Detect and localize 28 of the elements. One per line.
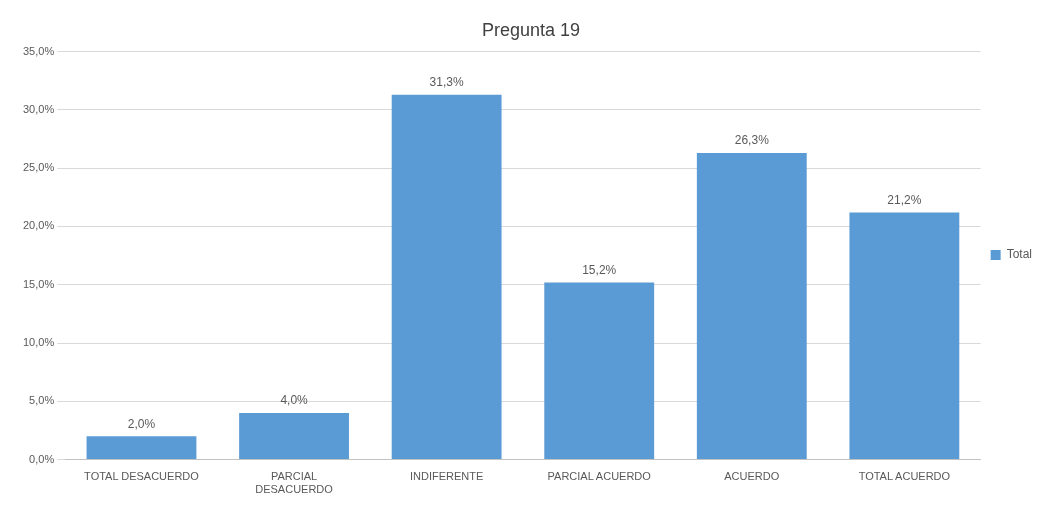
y-tick-label: 15,0% [22, 277, 55, 290]
bar [849, 212, 960, 460]
y-tick-label: 30,0% [22, 102, 55, 115]
bar [86, 436, 197, 460]
data-label: 4,0% [280, 393, 309, 408]
data-label: 15,2% [582, 262, 617, 277]
x-tick-label: ACUERDO [724, 470, 780, 483]
legend-label: Total [1006, 247, 1033, 262]
data-label: 21,2% [887, 192, 922, 207]
y-tick-label: 20,0% [22, 219, 55, 232]
x-tick-label: TOTAL ACUERDO [858, 470, 951, 483]
x-tick-label: PARCIAL ACUERDO [547, 470, 652, 483]
data-label: 26,3% [734, 133, 770, 148]
y-tick-label: 5,0% [29, 394, 55, 407]
x-tick-label: TOTAL DESACUERDO [84, 470, 200, 483]
x-tick-label: INDIFERENTE [409, 470, 484, 483]
bar [696, 153, 807, 460]
bar [544, 282, 655, 460]
chart-title: Pregunta 19 [481, 19, 581, 40]
y-tick-label: 0,0% [29, 452, 55, 465]
bar [391, 94, 502, 460]
data-label: 31,3% [429, 75, 464, 90]
bar [239, 412, 349, 460]
y-tick-label: 35,0% [22, 44, 55, 57]
y-tick-label: 25,0% [22, 161, 55, 174]
data-label: 2,0% [127, 416, 156, 431]
x-tick-label: PARCIAL DESACUERDO [255, 470, 334, 496]
y-tick-label: 10,0% [22, 336, 55, 349]
